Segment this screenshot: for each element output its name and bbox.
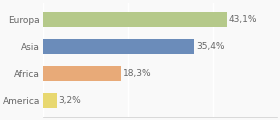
Text: 18,3%: 18,3% <box>123 69 152 78</box>
Bar <box>43 12 227 27</box>
Text: 35,4%: 35,4% <box>196 42 224 51</box>
Bar <box>43 39 194 54</box>
Bar <box>43 66 121 81</box>
Bar <box>43 93 57 108</box>
Text: 43,1%: 43,1% <box>229 15 257 24</box>
Text: 3,2%: 3,2% <box>59 96 81 105</box>
